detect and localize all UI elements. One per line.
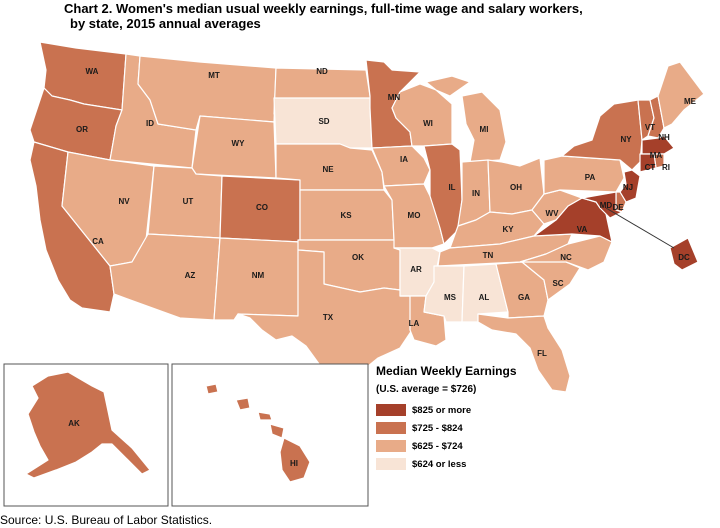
label-OK: OK	[352, 253, 364, 262]
label-MA: MA	[650, 151, 663, 160]
state-AK	[25, 371, 151, 479]
label-IN: IN	[472, 189, 480, 198]
label-IL: IL	[448, 183, 455, 192]
label-OH: OH	[510, 183, 522, 192]
legend-item-label: $725 - $824	[412, 422, 463, 434]
hawaii-island-kauai	[205, 383, 219, 395]
label-NE: NE	[322, 165, 334, 174]
label-ND: ND	[316, 67, 328, 76]
label-DC: DC	[678, 253, 690, 262]
legend-item: $625 - $724	[376, 437, 576, 455]
state-labels: WA OR CA ID NV MT WY UT AZ CO NM ND SD N…	[68, 67, 696, 468]
state-CT	[639, 153, 657, 173]
label-HI: HI	[290, 459, 298, 468]
label-NC: NC	[560, 253, 572, 262]
hawaii-inset-frame	[171, 363, 369, 507]
legend-swatch	[376, 404, 406, 416]
label-AR: AR	[410, 265, 422, 274]
label-MI: MI	[480, 125, 489, 134]
state-FL	[477, 313, 571, 393]
dc-leader-line	[605, 207, 675, 249]
state-ME	[657, 61, 705, 129]
label-NJ: NJ	[623, 183, 633, 192]
state-IA	[371, 145, 431, 187]
label-RI: RI	[662, 163, 670, 172]
label-MD: MD	[600, 201, 613, 210]
label-MT: MT	[208, 71, 220, 80]
legend: Median Weekly Earnings (U.S. average = $…	[376, 364, 576, 473]
label-CT: CT	[645, 163, 656, 172]
label-TX: TX	[323, 313, 334, 322]
label-VT: VT	[645, 123, 655, 132]
label-ME: ME	[684, 97, 697, 106]
label-MO: MO	[408, 211, 421, 220]
state-IL	[423, 143, 463, 245]
state-NJ	[619, 169, 641, 203]
legend-item: $725 - $824	[376, 419, 576, 437]
legend-subtitle: (U.S. average = $726)	[376, 384, 477, 395]
label-IA: IA	[400, 155, 408, 164]
state-MI	[425, 75, 507, 163]
hawaii-island-oahu	[235, 397, 251, 411]
label-KY: KY	[502, 225, 514, 234]
label-GA: GA	[518, 293, 530, 302]
label-NM: NM	[252, 271, 265, 280]
hawaii-island-molokai	[257, 411, 273, 421]
label-CA: CA	[92, 237, 104, 246]
label-KS: KS	[340, 211, 352, 220]
label-WY: WY	[232, 139, 246, 148]
title-line-2: by state, 2015 annual averages	[70, 16, 261, 31]
label-OR: OR	[76, 125, 88, 134]
title-line-1: Chart 2. Women's median usual weekly ear…	[64, 1, 583, 16]
label-WA: WA	[86, 67, 99, 76]
label-WV: WV	[546, 209, 560, 218]
label-SD: SD	[318, 117, 329, 126]
label-CO: CO	[256, 203, 268, 212]
label-MS: MS	[444, 293, 457, 302]
legend-item-label: $625 - $724	[412, 440, 463, 452]
label-PA: PA	[585, 173, 596, 182]
state-MT	[137, 55, 277, 131]
label-TN: TN	[483, 251, 494, 260]
chart-title: Chart 2. Women's median usual weekly ear…	[64, 1, 664, 31]
label-AL: AL	[479, 293, 490, 302]
legend-title: Median Weekly Earnings	[376, 364, 517, 378]
state-WY	[191, 115, 277, 179]
legend-item-label: $825 or more	[412, 404, 472, 416]
label-VA: VA	[577, 225, 588, 234]
state-DC	[669, 237, 699, 271]
state-TN	[437, 233, 573, 267]
label-DE: DE	[612, 203, 624, 212]
label-NV: NV	[118, 197, 130, 206]
label-MN: MN	[388, 93, 401, 102]
label-AZ: AZ	[185, 271, 196, 280]
hawaii-island-maui	[269, 423, 285, 439]
label-ID: ID	[146, 119, 154, 128]
label-NH: NH	[658, 133, 670, 142]
label-FL: FL	[537, 349, 547, 358]
label-UT: UT	[183, 197, 194, 206]
legend-swatch	[376, 422, 406, 434]
label-AK: AK	[68, 419, 80, 428]
source-note: Source: U.S. Bureau of Labor Statistics.	[0, 513, 213, 527]
label-SC: SC	[552, 279, 563, 288]
legend-item: $825 or more	[376, 401, 576, 419]
state-HI	[279, 437, 311, 483]
legend-swatch	[376, 440, 406, 452]
legend-item-label: $624 or less	[412, 458, 467, 470]
legend-swatch	[376, 458, 406, 470]
label-LA: LA	[409, 319, 420, 328]
label-WI: WI	[423, 119, 433, 128]
label-NY: NY	[620, 135, 632, 144]
legend-item: $624 or less	[376, 455, 576, 473]
